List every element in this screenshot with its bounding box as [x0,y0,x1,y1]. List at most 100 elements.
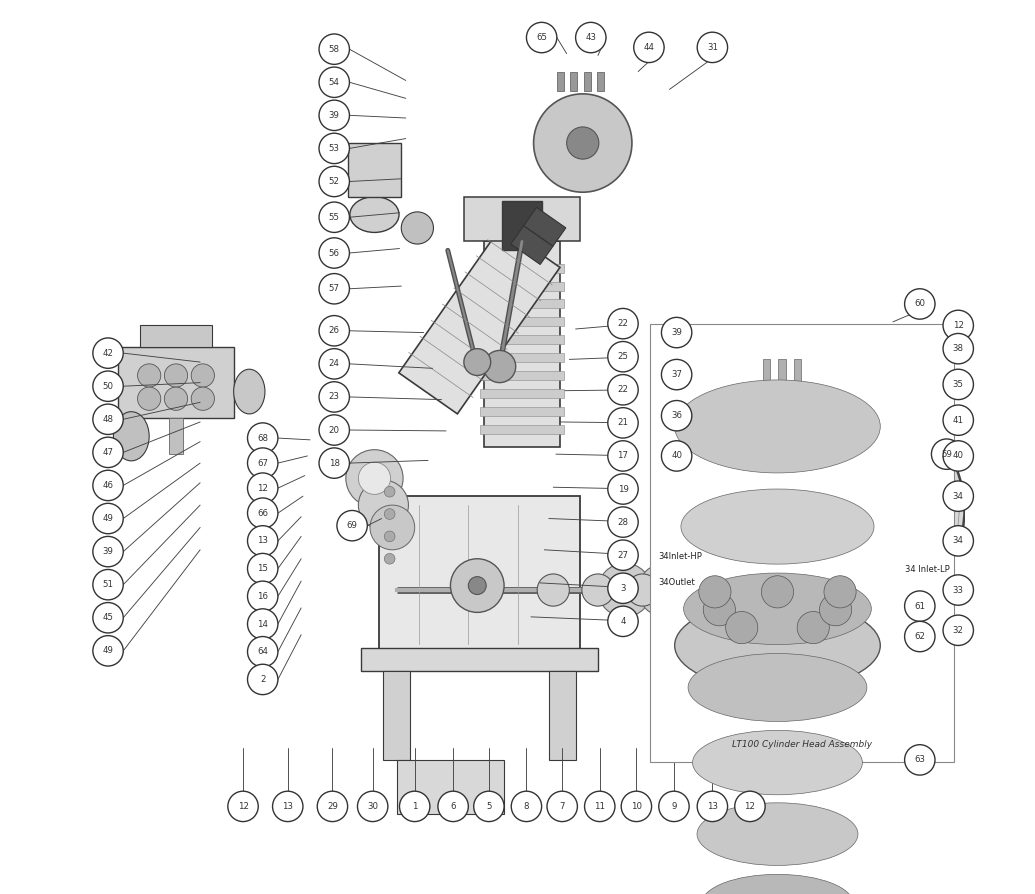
Circle shape [93,536,123,567]
Circle shape [726,611,758,644]
Text: 17: 17 [618,451,628,460]
Text: 12: 12 [744,802,756,811]
Text: 57: 57 [329,284,339,293]
Bar [379,496,580,653]
Circle shape [346,450,403,507]
Text: 14: 14 [258,620,268,628]
Text: 8: 8 [524,802,529,811]
Circle shape [824,576,856,608]
Circle shape [319,316,350,346]
Text: 13: 13 [283,802,293,811]
Circle shape [661,441,691,471]
Circle shape [905,591,935,621]
Circle shape [567,127,599,159]
Circle shape [820,594,852,626]
Bar [396,760,504,814]
Circle shape [734,574,766,606]
Ellipse shape [683,573,871,645]
Circle shape [165,387,187,410]
Ellipse shape [114,411,149,461]
Bar [479,317,564,326]
Circle shape [247,664,278,695]
Text: 32: 32 [953,626,964,635]
Text: 36: 36 [671,411,682,420]
Text: 51: 51 [102,580,114,589]
Text: 53: 53 [329,144,339,153]
Bar [479,353,564,362]
Circle shape [608,375,639,405]
Circle shape [272,791,303,822]
Text: 34Outlet: 34Outlet [658,578,696,587]
Bar [479,299,564,308]
Bar [383,670,410,760]
Circle shape [511,791,541,822]
Circle shape [384,486,395,497]
Circle shape [667,574,699,606]
Text: 65: 65 [536,33,548,42]
Ellipse shape [769,407,795,416]
Circle shape [93,636,123,666]
Text: 39: 39 [329,111,339,120]
Circle shape [357,791,388,822]
Ellipse shape [688,654,867,721]
Text: 18: 18 [329,459,339,468]
Circle shape [483,350,515,383]
Circle shape [468,577,486,595]
Circle shape [608,507,639,537]
Circle shape [943,481,974,511]
Text: 13: 13 [707,802,718,811]
Bar [549,670,575,760]
Circle shape [534,94,632,192]
Circle shape [191,364,214,387]
Text: 16: 16 [258,592,268,601]
Ellipse shape [675,380,881,473]
Bar [650,324,954,762]
Circle shape [384,509,395,519]
Circle shape [582,574,614,606]
Circle shape [703,594,736,626]
Text: 52: 52 [329,177,339,186]
Ellipse shape [675,601,881,690]
Circle shape [138,387,160,410]
Circle shape [661,359,691,390]
Circle shape [537,574,569,606]
Text: 40: 40 [953,451,964,460]
Bar [348,143,402,197]
Text: 37: 37 [671,370,682,379]
Text: 38: 38 [953,344,964,353]
Circle shape [735,791,765,822]
Text: 4: 4 [620,617,626,626]
Circle shape [318,791,348,822]
Circle shape [337,510,367,541]
Circle shape [384,553,395,564]
Ellipse shape [702,874,854,894]
Circle shape [608,342,639,372]
Circle shape [319,166,350,197]
Circle shape [797,611,829,644]
Bar [502,201,541,250]
Text: 39: 39 [671,328,682,337]
Circle shape [247,526,278,556]
Circle shape [93,371,123,401]
Circle shape [943,441,974,471]
Circle shape [608,573,639,603]
Bar [479,371,564,380]
Text: 26: 26 [329,326,339,335]
Bar [778,359,786,409]
Text: 68: 68 [258,434,268,443]
Text: 69: 69 [347,521,357,530]
Circle shape [247,473,278,503]
Text: 1: 1 [412,802,417,811]
Circle shape [608,441,639,471]
Circle shape [93,603,123,633]
Circle shape [474,791,504,822]
Circle shape [698,32,728,63]
Text: 9: 9 [672,802,677,811]
Circle shape [247,448,278,478]
Circle shape [247,498,278,528]
Text: 49: 49 [102,514,114,523]
Bar [763,359,770,409]
Circle shape [369,505,415,550]
Circle shape [633,32,664,63]
Circle shape [319,274,350,304]
